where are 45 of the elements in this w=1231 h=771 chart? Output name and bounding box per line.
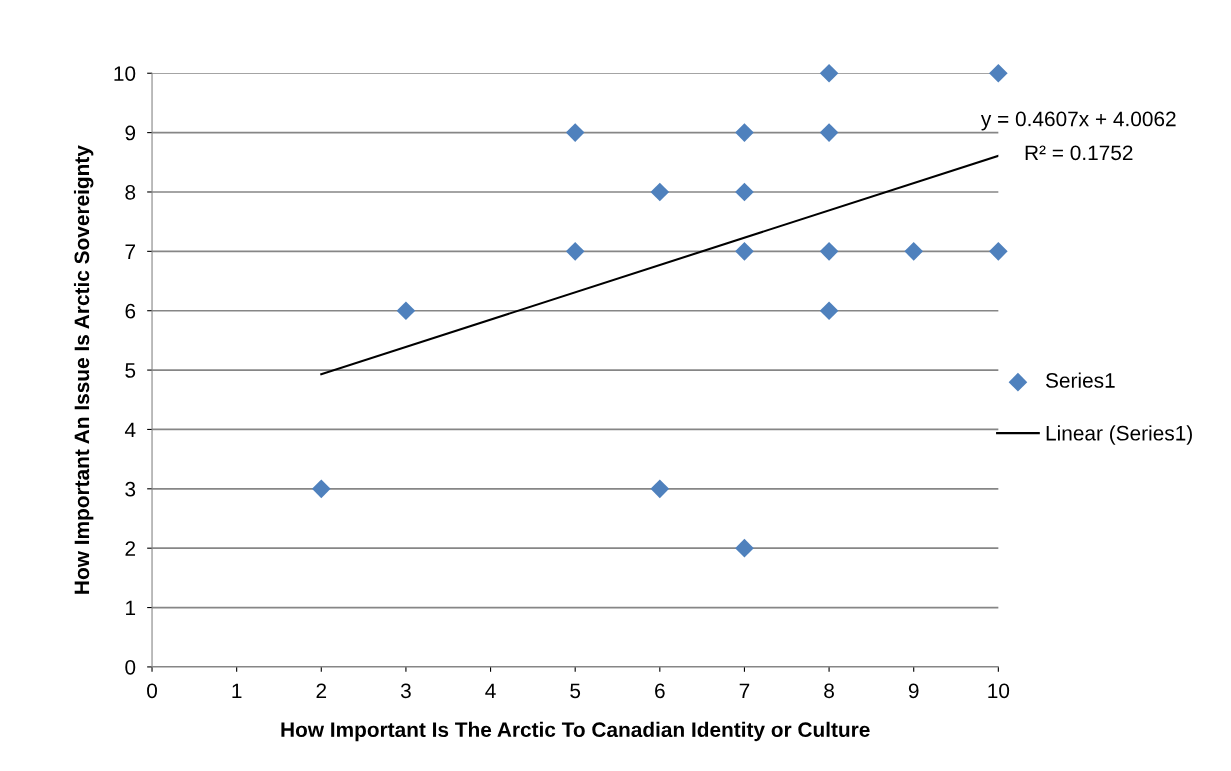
y-tick-label: 4	[124, 422, 136, 437]
x-tick-label: 3	[400, 683, 411, 699]
point	[650, 479, 670, 499]
x-tick-label: 9	[908, 683, 919, 699]
x-tick-label: 5	[570, 683, 581, 699]
y-tick-label: 10	[114, 66, 136, 81]
point	[989, 63, 1008, 83]
y-tick-label: 9	[125, 125, 136, 141]
point	[735, 182, 754, 202]
y-tick-label: 5	[125, 363, 136, 378]
y-tick-label: 2	[125, 541, 136, 556]
y-tick-label: 1	[126, 600, 136, 616]
point	[989, 242, 1008, 261]
y-tick-label: 6	[125, 303, 136, 319]
point	[565, 123, 585, 142]
y-tick-label: 8	[125, 184, 136, 200]
point	[819, 123, 839, 142]
point	[735, 242, 754, 261]
legend-label: Series1	[1045, 372, 1115, 388]
x-tick-label: 0	[147, 683, 158, 699]
point	[650, 182, 670, 202]
point	[819, 63, 839, 83]
text: R² = 0.1752	[1025, 145, 1133, 161]
point	[396, 301, 416, 321]
point	[904, 242, 924, 261]
x-tick-label: 7	[739, 683, 750, 698]
point	[311, 479, 331, 499]
point	[819, 242, 839, 261]
legend-label: Linear (Series1)	[1046, 425, 1192, 445]
x-axis-title: How Important Is The Arctic To Canadian Identity or Culture	[281, 721, 870, 742]
point	[565, 242, 585, 261]
x-tick-label: 2	[316, 683, 327, 698]
x-tick-label: 10	[988, 683, 1010, 699]
y-axis-title: How Important An Issue Is Arctic Sovereignty	[73, 145, 94, 594]
point	[735, 538, 754, 558]
x-tick-label: 4	[485, 683, 496, 698]
x-tick-label: 6	[655, 683, 665, 699]
x-tick-label: 1	[232, 683, 242, 698]
point	[819, 301, 839, 321]
y-tick-label: 7	[125, 244, 136, 259]
x-tick-label: 8	[824, 683, 834, 699]
point	[735, 123, 754, 142]
annotation: y = 0.4607x + 4.0062	[980, 111, 1176, 131]
y-tick-label: 0	[125, 659, 136, 675]
y-tick-label: 3	[125, 481, 136, 497]
